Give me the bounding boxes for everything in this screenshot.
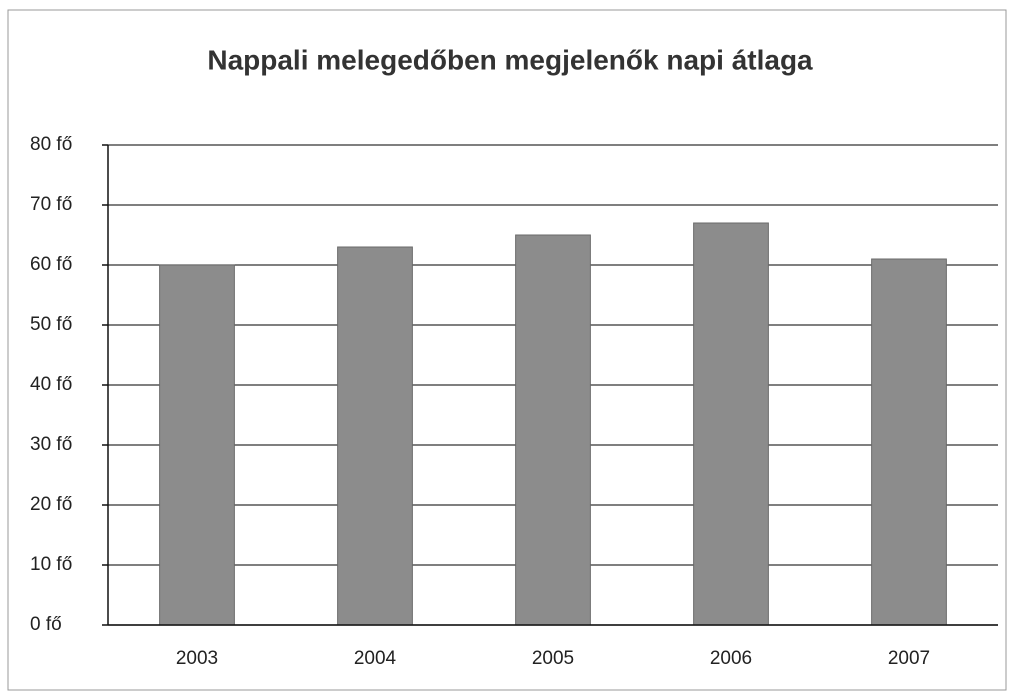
bar — [693, 222, 769, 626]
y-tick-label: 50 fő — [30, 314, 72, 335]
bar — [337, 246, 413, 626]
y-tick-label: 30 fő — [30, 434, 72, 455]
y-tick-label: 70 fő — [30, 194, 72, 215]
x-tick-label: 2004 — [354, 648, 397, 669]
y-tick-label: 60 fő — [30, 254, 72, 275]
bar — [871, 258, 947, 626]
x-tick-label: 2005 — [532, 648, 574, 669]
y-tick-label: 80 fő — [30, 134, 72, 155]
y-tick-label: 10 fő — [30, 554, 72, 575]
chart-title: Nappali melegedőben megjelenők napi átla… — [207, 44, 813, 75]
y-tick-label: 0 fő — [30, 614, 62, 635]
x-tick-label: 2003 — [176, 648, 218, 669]
x-tick-label: 2006 — [710, 648, 752, 669]
x-tick-label: 2007 — [888, 648, 930, 669]
y-tick-label: 40 fő — [30, 374, 72, 395]
chart-frame — [7, 9, 1007, 691]
bar — [515, 234, 591, 626]
bar — [159, 264, 235, 626]
y-tick-label: 20 fő — [30, 494, 72, 515]
